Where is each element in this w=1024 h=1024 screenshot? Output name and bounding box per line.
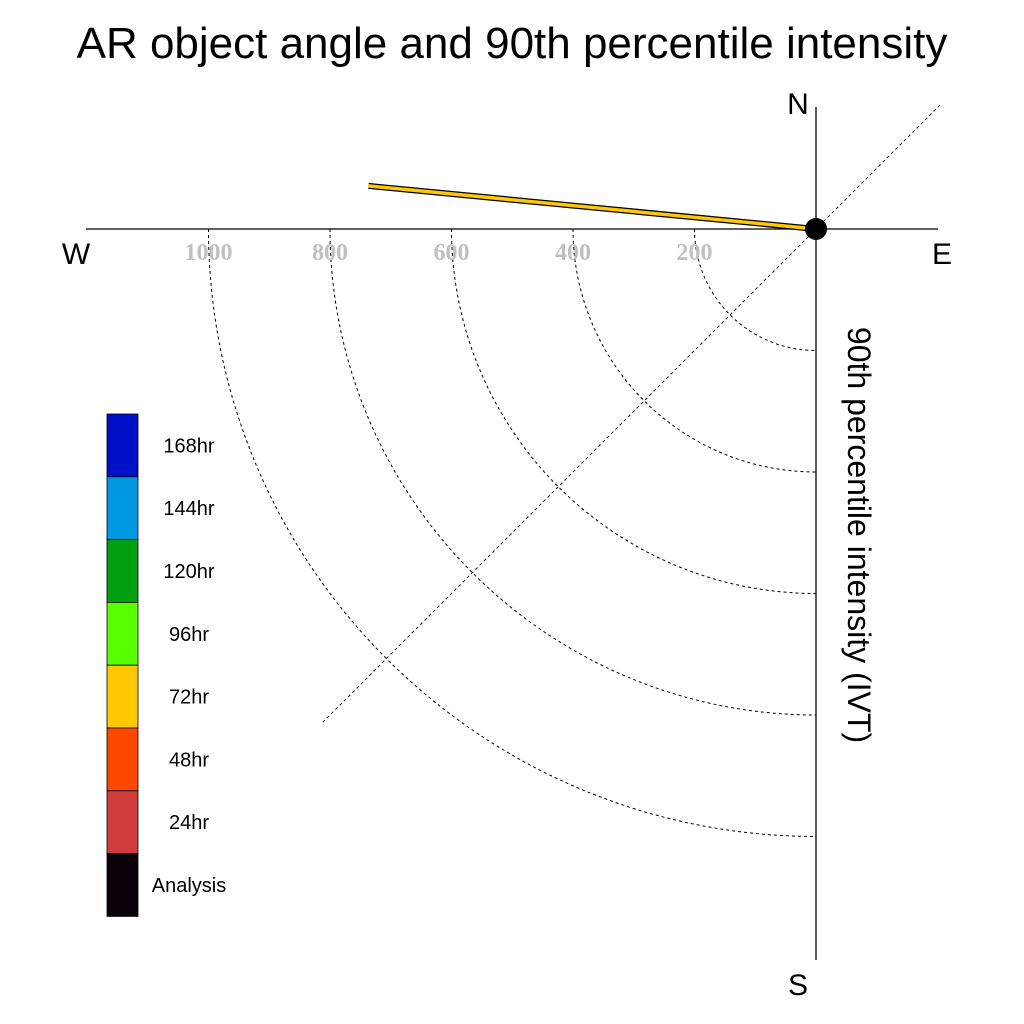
ring-1000 xyxy=(208,228,817,837)
radial-tick-labels: 200 400 600 800 1000 xyxy=(185,240,713,266)
legend-swatch-72hr xyxy=(106,664,139,729)
legend-label-120hr: 120hr xyxy=(163,561,214,583)
legend-label-72hr: 72hr xyxy=(169,687,209,709)
tick-label-200: 200 xyxy=(677,240,713,266)
tick-label-400: 400 xyxy=(555,240,591,266)
ring-600 xyxy=(451,228,817,594)
legend-label-168hr: 168hr xyxy=(163,435,214,457)
tick-label-600: 600 xyxy=(434,240,470,266)
legend-label-96hr: 96hr xyxy=(169,624,209,646)
legend: 168hr 144hr 120hr 96hr 72hr 48hr 24hr Analysis xyxy=(106,413,226,917)
legend-swatch-48hr xyxy=(106,727,139,792)
east-label: E xyxy=(932,238,952,271)
tick-label-800: 800 xyxy=(312,240,348,266)
legend-label-48hr: 48hr xyxy=(169,749,209,771)
legend-label-144hr: 144hr xyxy=(163,498,214,520)
series-line-72hr xyxy=(368,184,817,231)
tick-label-1000: 1000 xyxy=(185,240,233,266)
origin-marker xyxy=(805,218,827,240)
legend-label-24hr: 24hr xyxy=(169,812,209,834)
legend-swatch-96hr xyxy=(106,602,139,666)
chart-title: AR object angle and 90th percentile inte… xyxy=(77,19,948,68)
ring-400 xyxy=(572,228,817,473)
diagonal-gridline xyxy=(321,104,941,724)
radial-axis-label: 90th percentile intensity (IVT) xyxy=(841,327,877,743)
legend-swatch-120hr xyxy=(106,539,139,603)
legend-swatch-24hr xyxy=(106,790,139,854)
legend-swatch-168hr xyxy=(106,413,139,478)
legend-swatch-Analysis xyxy=(106,853,139,917)
north-label: N xyxy=(787,88,809,121)
legend-label-Analysis: Analysis xyxy=(152,875,226,897)
ring-800 xyxy=(329,228,817,716)
ring-200 xyxy=(694,228,817,351)
south-label: S xyxy=(788,969,808,1002)
data-series xyxy=(368,182,827,240)
legend-swatch-144hr xyxy=(106,476,139,540)
west-label: W xyxy=(62,238,91,271)
